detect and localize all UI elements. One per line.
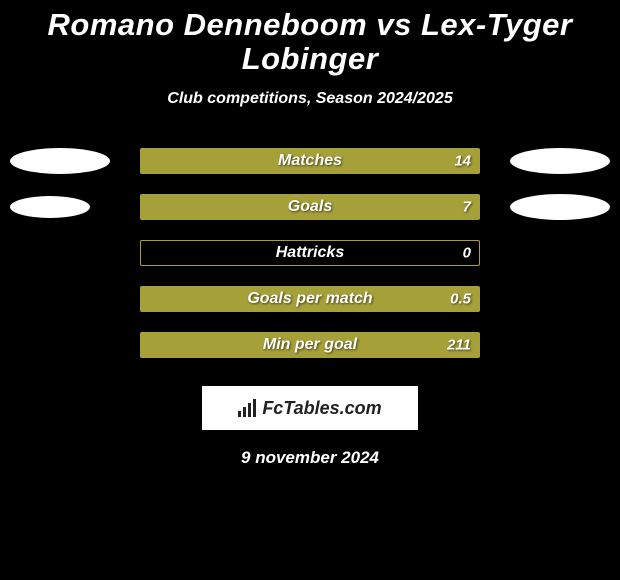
bar-chart-icon xyxy=(238,399,258,417)
bar-label: Hattricks xyxy=(141,244,479,262)
page-subtitle: Club competitions, Season 2024/2025 xyxy=(0,90,620,108)
bar-track: Hattricks0 xyxy=(140,240,480,266)
logo-text: FcTables.com xyxy=(262,398,381,419)
logo-box: FcTables.com xyxy=(202,386,418,430)
bar-track: Goals per match0.5 xyxy=(140,286,480,312)
bar-fill xyxy=(141,287,479,311)
stat-row: Hattricks0 xyxy=(0,230,620,276)
right-value-ellipse xyxy=(510,148,610,174)
right-value-ellipse xyxy=(510,194,610,220)
bar-track: Min per goal211 xyxy=(140,332,480,358)
bar-fill xyxy=(141,333,479,357)
stats-bars: Matches14 Goals7 Hattricks0 Goals per match… xyxy=(0,138,620,368)
bar-track: Matches14 xyxy=(140,148,480,174)
page-title: Romano Denneboom vs Lex-Tyger Lobinger xyxy=(0,0,620,76)
stat-row: Matches14 xyxy=(0,138,620,184)
stat-row: Min per goal211 xyxy=(0,322,620,368)
logo-content: FcTables.com xyxy=(238,398,381,419)
bar-fill xyxy=(141,195,479,219)
stat-row: Goals per match0.5 xyxy=(0,276,620,322)
date-text: 9 november 2024 xyxy=(0,448,620,468)
left-value-ellipse xyxy=(10,196,90,218)
bar-fill xyxy=(141,149,479,173)
stat-row: Goals7 xyxy=(0,184,620,230)
bar-value: 0 xyxy=(463,245,471,262)
left-value-ellipse xyxy=(10,148,110,174)
bar-track: Goals7 xyxy=(140,194,480,220)
